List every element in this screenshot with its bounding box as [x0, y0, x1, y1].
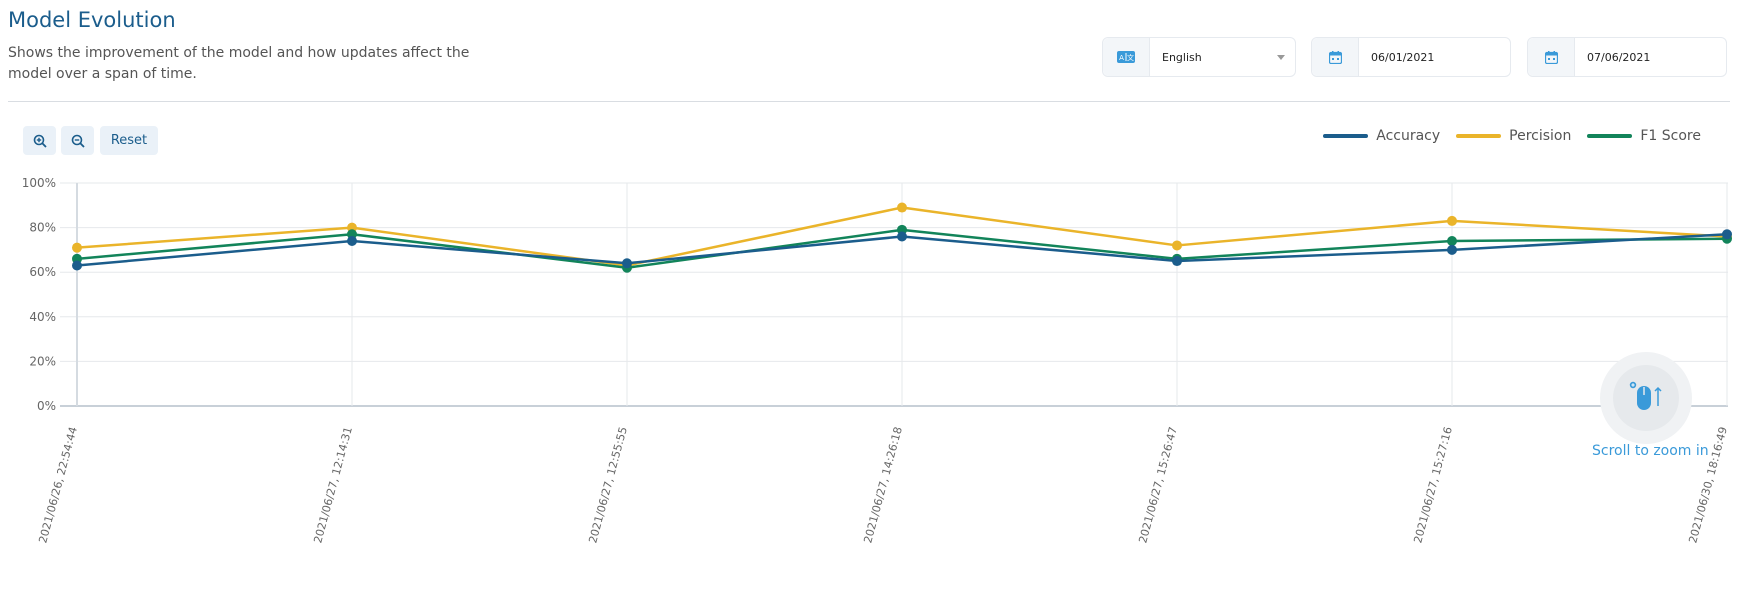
language-select[interactable]: A 文 English	[1102, 37, 1296, 77]
y-tick-label: 60%	[29, 265, 56, 279]
mouse-scroll-icon	[1629, 381, 1662, 410]
date-to-field[interactable]: 07/06/2021	[1527, 37, 1727, 77]
page-title: Model Evolution	[8, 8, 176, 32]
legend-item-percision[interactable]: Percision	[1456, 128, 1571, 144]
svg-text:文: 文	[1127, 53, 1134, 62]
calendar-icon	[1528, 38, 1575, 76]
zoom-in-button[interactable]	[23, 126, 56, 155]
legend-swatch	[1587, 134, 1633, 138]
page-subtitle: Shows the improvement of the model and h…	[8, 45, 470, 82]
data-point-accuracy	[1172, 256, 1182, 267]
legend-swatch	[1323, 134, 1369, 138]
zoom-out-icon	[71, 134, 85, 148]
x-tick-label: 2021/06/27, 15:26:47	[1136, 425, 1180, 544]
language-value: English	[1162, 50, 1202, 64]
reset-zoom-button[interactable]: Reset	[100, 126, 158, 155]
x-tick-label: 2021/06/27, 12:55:55	[586, 425, 630, 544]
header-divider	[8, 101, 1730, 102]
zoom-out-button[interactable]	[61, 126, 94, 155]
y-tick-label: 80%	[29, 221, 56, 235]
legend-swatch	[1456, 134, 1502, 138]
legend-item-accuracy[interactable]: Accuracy	[1323, 128, 1440, 144]
data-point-accuracy	[622, 258, 632, 269]
scroll-zoom-hint	[1600, 352, 1692, 444]
data-point-accuracy	[897, 231, 907, 242]
data-point-percision	[1447, 215, 1457, 226]
date-from-value: 06/01/2021	[1371, 50, 1435, 64]
scroll-hint-text: Scroll to zoom in	[1592, 443, 1709, 459]
data-point-percision	[897, 202, 907, 213]
data-point-f1-score	[1447, 235, 1457, 246]
translate-icon: A 文	[1103, 38, 1150, 76]
x-tick-label: 2021/06/26, 22:54:44	[36, 425, 80, 544]
svg-text:A: A	[1119, 54, 1124, 62]
y-tick-label: 20%	[29, 354, 56, 368]
legend-label: Percision	[1509, 128, 1572, 144]
data-point-accuracy	[1447, 244, 1457, 255]
data-point-percision	[72, 242, 82, 253]
x-tick-label: 2021/06/27, 12:14:31	[311, 425, 355, 544]
data-point-percision	[1172, 240, 1182, 251]
chevron-down-icon	[1277, 55, 1285, 60]
y-tick-label: 0%	[37, 399, 56, 413]
y-tick-label: 100%	[22, 176, 56, 190]
data-point-accuracy	[72, 260, 82, 271]
x-tick-label: 2021/06/27, 15:27:16	[1411, 425, 1455, 544]
date-from-field[interactable]: 06/01/2021	[1311, 37, 1511, 77]
calendar-icon	[1312, 38, 1359, 76]
x-tick-label: 2021/06/27, 14:26:18	[861, 425, 905, 544]
y-tick-label: 40%	[29, 310, 56, 324]
zoom-in-icon	[33, 134, 47, 148]
chart-legend: Accuracy Percision F1 Score	[1323, 128, 1701, 144]
legend-label: F1 Score	[1640, 128, 1701, 144]
legend-item-f1-score[interactable]: F1 Score	[1587, 128, 1701, 144]
date-to-value: 07/06/2021	[1587, 50, 1651, 64]
data-point-accuracy	[347, 235, 357, 246]
data-point-accuracy	[1722, 229, 1732, 240]
legend-label: Accuracy	[1376, 128, 1441, 144]
line-chart[interactable]: 0% 20% 40% 60% 80% 100% 2021/06/26, 22:54:44 20…	[0, 160, 1737, 613]
